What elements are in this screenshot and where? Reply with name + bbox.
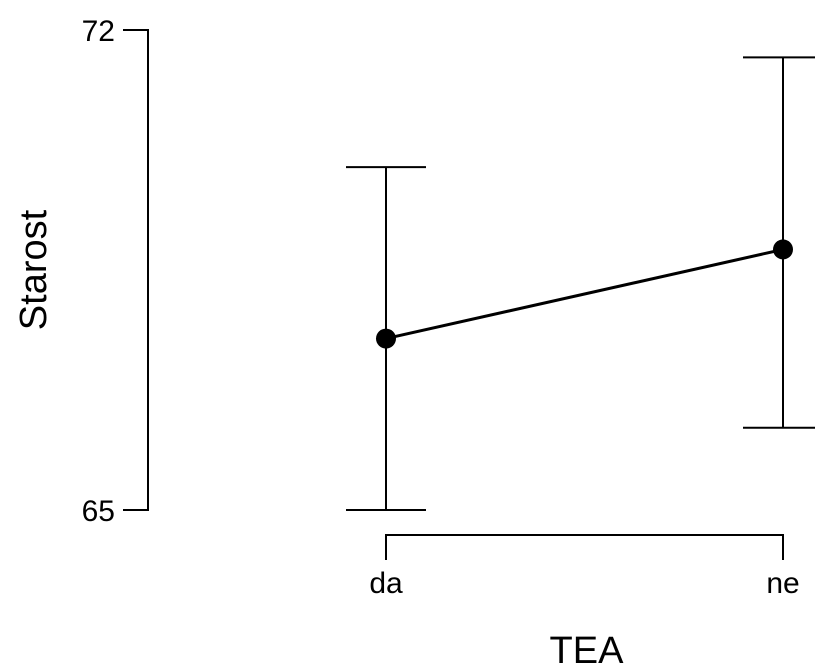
y-tick-label: 65 [82, 495, 115, 528]
x-ticks: da ne [369, 567, 799, 600]
x-axis-line [385, 534, 784, 560]
y-tick-label: 72 [82, 15, 115, 48]
x-tick-label: da [369, 567, 403, 600]
x-tick-label: ne [766, 567, 799, 600]
series-line [385, 247, 784, 341]
data-point [376, 328, 396, 349]
x-axis-title: TEA [550, 630, 625, 666]
data-point [773, 239, 793, 260]
y-axis: 65 72 [82, 15, 149, 528]
y-ticks: 65 72 [82, 15, 115, 528]
y-axis-line [123, 29, 149, 511]
data-points [376, 239, 793, 349]
y-axis-title: Starost [13, 209, 55, 330]
x-axis: da ne [369, 534, 800, 600]
series-lines [385, 247, 784, 341]
error-bars [346, 56, 815, 511]
